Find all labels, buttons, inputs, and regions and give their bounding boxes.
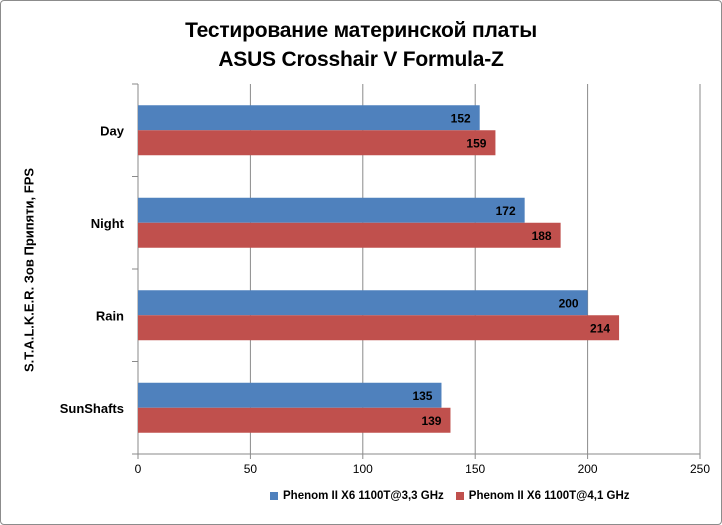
x-tick-label: 0 (135, 462, 142, 476)
x-tick-label: 250 (690, 462, 710, 476)
category-label-rain: Rain (96, 308, 124, 323)
data-label-night-series-2: 188 (532, 229, 552, 243)
legend-label-series-1: Phenom II X6 1100T@3,3 GHz (283, 490, 444, 502)
bar-night-series-2 (138, 222, 561, 248)
category-label-night: Night (91, 216, 125, 231)
bar-day-series-2 (138, 130, 496, 156)
bar-night-series-1 (138, 197, 525, 223)
data-label-rain-series-1: 200 (559, 296, 579, 310)
chart-title-line-2: ASUS Crosshair V Formula-Z (218, 48, 504, 71)
x-tick-label: 100 (353, 462, 373, 476)
legend: Phenom II X6 1100T@3,3 GHz Phenom II X6 … (270, 488, 642, 504)
legend-item-series-1: Phenom II X6 1100T@3,3 GHz (270, 490, 444, 502)
category-label-sunshafts: SunShafts (60, 401, 124, 416)
chart-title-line-1: Тестирование материнской платы (185, 19, 537, 42)
bar-sunshafts-series-2 (138, 407, 451, 433)
bar-day-series-1 (138, 105, 480, 131)
data-label-day-series-1: 152 (451, 111, 471, 125)
legend-swatch-series-2 (455, 492, 464, 500)
bar-rain-series-1 (138, 290, 588, 316)
legend-item-series-2: Phenom II X6 1100T@4,1 GHz (455, 490, 630, 502)
data-label-rain-series-2: 214 (590, 321, 610, 335)
data-label-sunshafts-series-2: 139 (421, 414, 441, 428)
data-label-day-series-2: 159 (466, 136, 486, 150)
data-label-sunshafts-series-1: 135 (412, 389, 432, 403)
category-label-day: Day (100, 123, 125, 138)
data-label-night-series-1: 172 (496, 204, 516, 218)
legend-swatch-series-1 (270, 492, 278, 500)
x-tick-label: 150 (465, 462, 485, 476)
chart-title: Тестирование материнской платы ASUS Cros… (0, 16, 722, 74)
x-tick-label: 50 (244, 462, 258, 476)
bar-rain-series-2 (138, 315, 620, 341)
legend-label-series-2: Phenom II X6 1100T@4,1 GHz (468, 490, 630, 502)
x-tick-label: 200 (578, 462, 598, 476)
bar-sunshafts-series-1 (138, 382, 442, 408)
